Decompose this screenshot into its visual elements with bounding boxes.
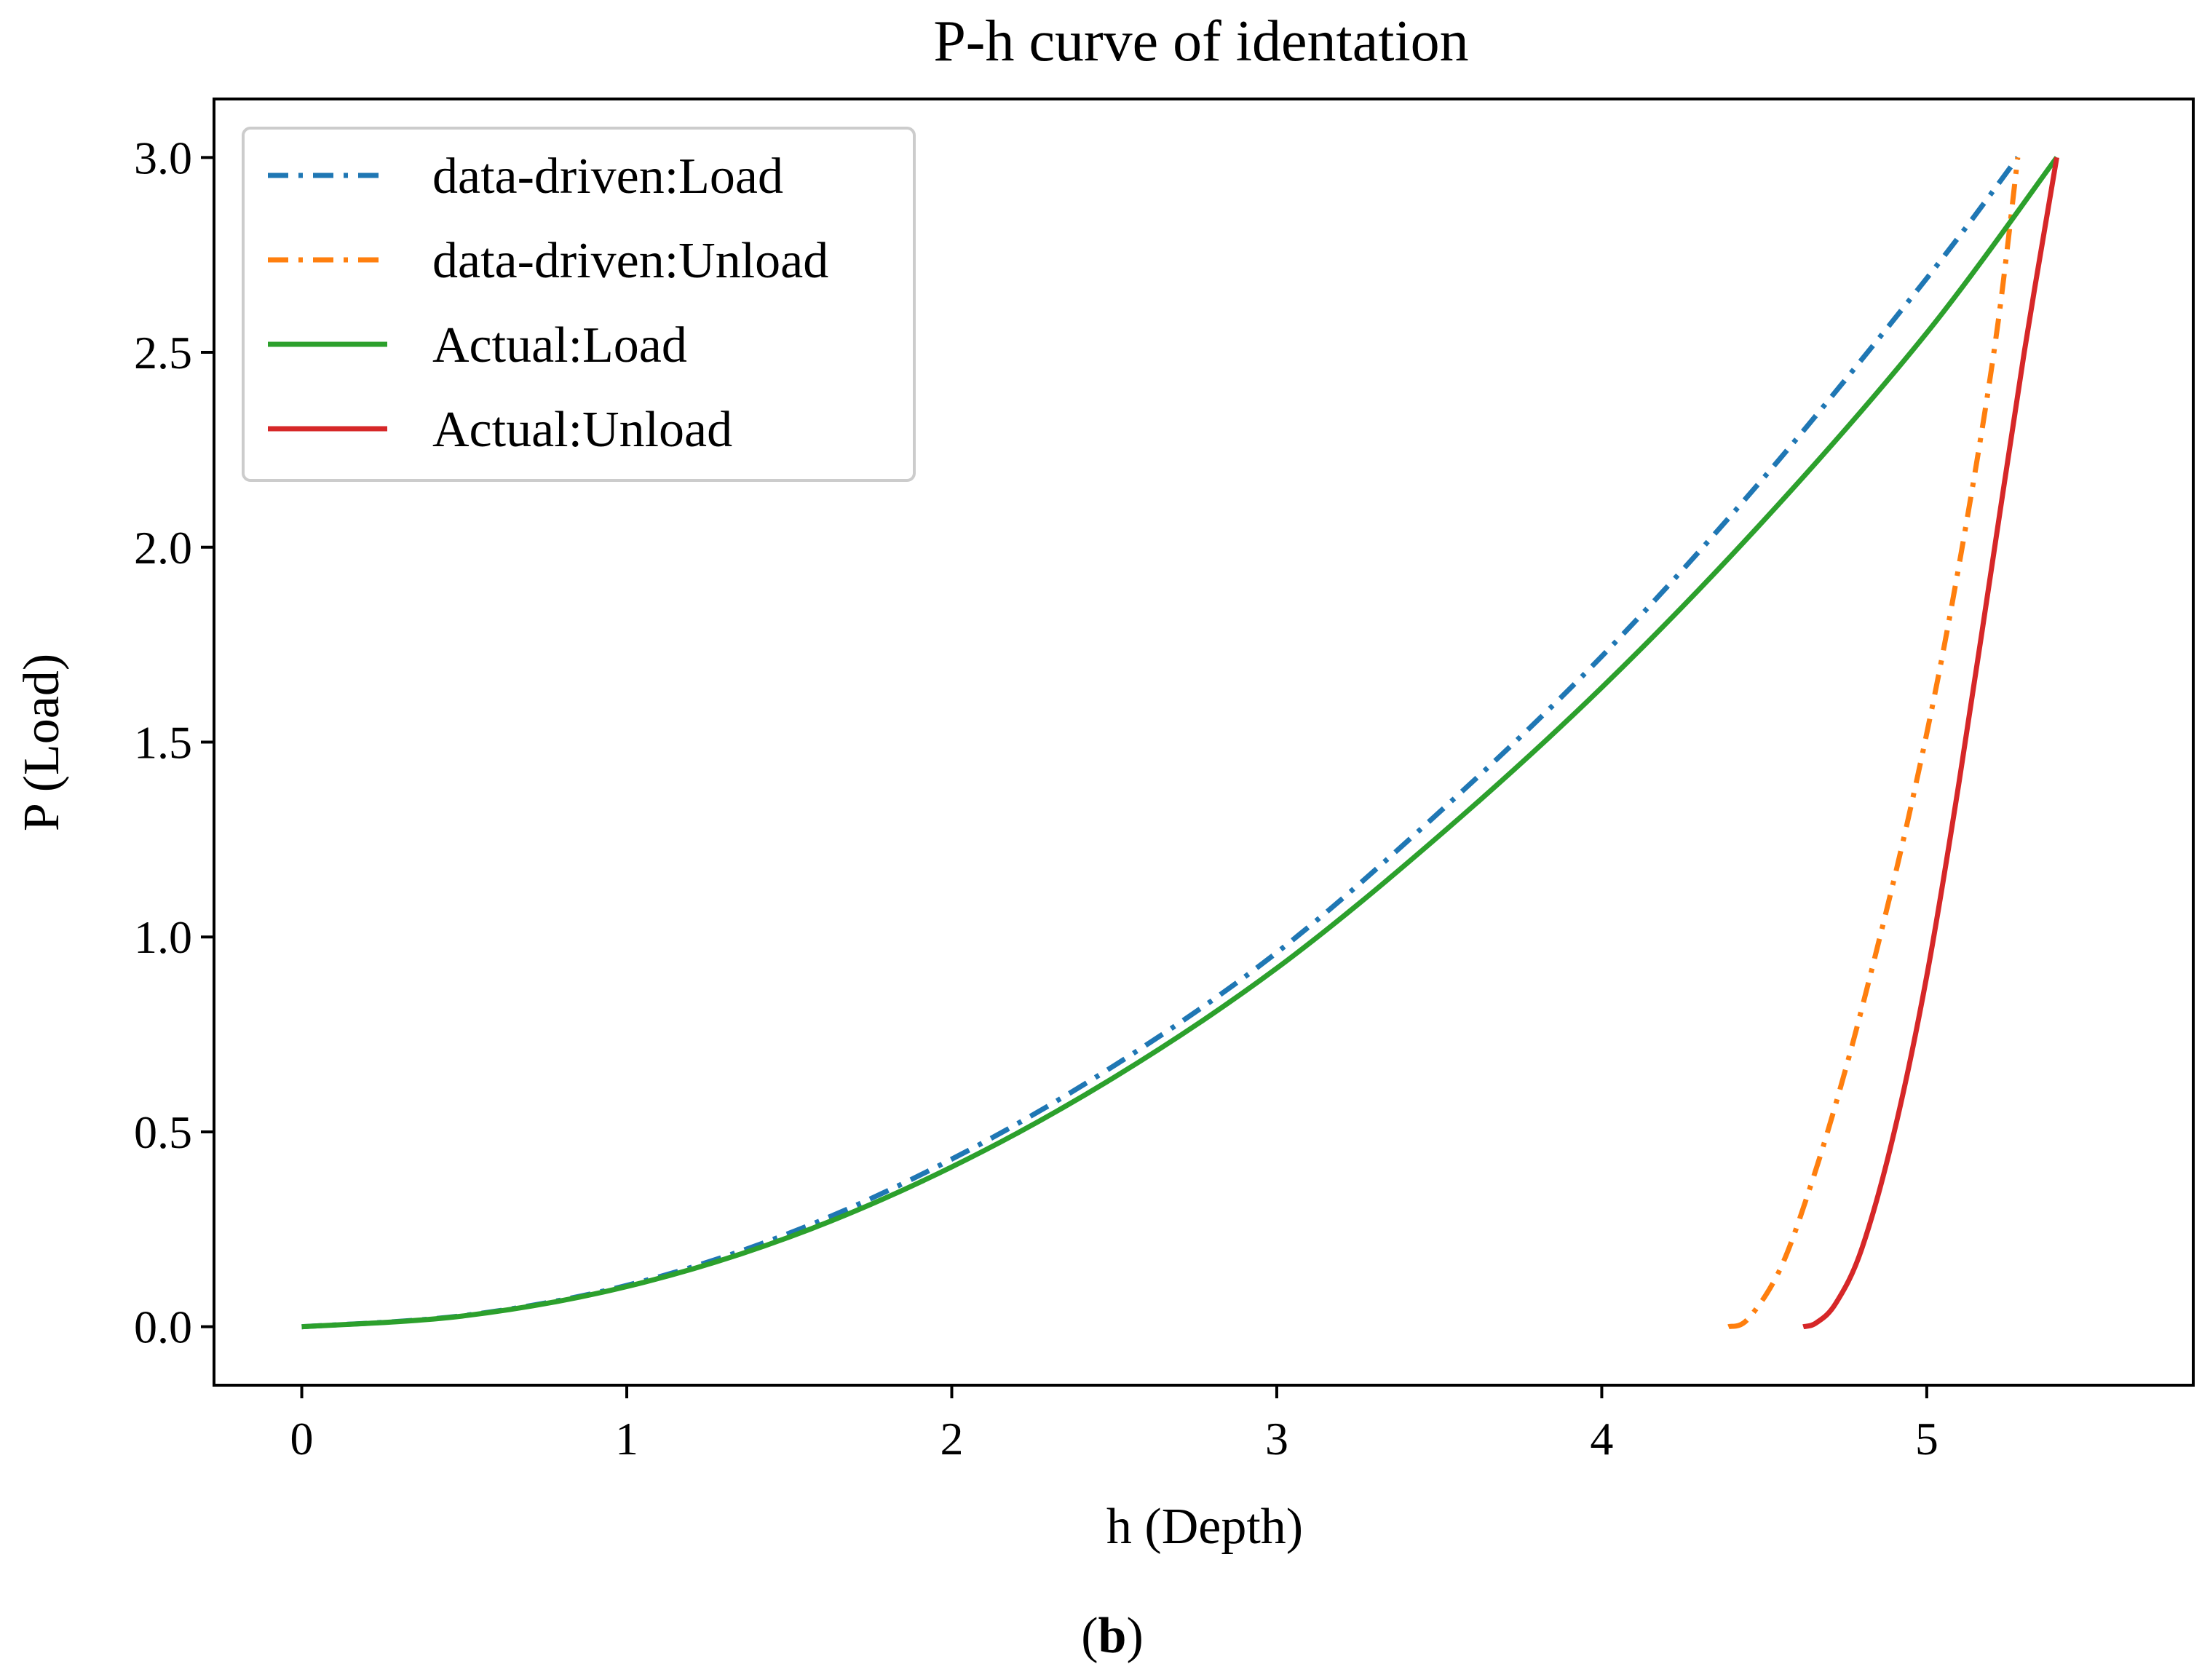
y-tick-label: 0.0 xyxy=(134,1301,192,1353)
legend-frame xyxy=(242,127,916,482)
legend-label: Actual:Load xyxy=(432,317,687,373)
x-tick-label: 4 xyxy=(1590,1413,1613,1465)
x-tick-label: 5 xyxy=(1915,1413,1938,1465)
plot-frame xyxy=(213,98,2195,1387)
x-tick-label: 3 xyxy=(1265,1413,1288,1465)
series-line-2 xyxy=(1727,156,2021,1330)
y-tick-label: 3.0 xyxy=(134,132,192,183)
y-tick-label: 1.0 xyxy=(134,911,192,963)
legend-label: Actual:Unload xyxy=(432,402,732,458)
panel-label-close: ) xyxy=(1126,1608,1143,1664)
panel-label-open: ( xyxy=(1081,1608,1098,1664)
series-line-3 xyxy=(301,156,2059,1330)
legend-label: data-driven:Unload xyxy=(432,233,828,289)
y-axis: 0.0 0.5 1.0 1.5 2.0 2.5 3.0 xyxy=(134,132,214,1353)
x-tick-label: 1 xyxy=(615,1413,638,1465)
x-tick-label: 2 xyxy=(940,1413,963,1465)
series-line-4 xyxy=(1802,156,2059,1330)
panel-label-letter: b xyxy=(1098,1608,1127,1664)
legend: data-driven:Load data-driven:Unload Actual… xyxy=(242,127,916,482)
x-axis: 0 1 2 3 4 5 xyxy=(290,1385,1938,1465)
plot-series xyxy=(301,156,2059,1330)
legend-label: data-driven:Load xyxy=(432,148,783,205)
chart-title: P-h curve of identation xyxy=(933,9,1468,74)
x-tick-label: 0 xyxy=(290,1413,314,1465)
panel-label: (b) xyxy=(1081,1608,1144,1664)
y-tick-label: 0.5 xyxy=(134,1106,192,1158)
y-axis-label: P (Load) xyxy=(14,654,70,831)
x-axis-label: h (Depth) xyxy=(1106,1499,1303,1555)
y-tick-label: 2.0 xyxy=(134,522,192,574)
y-tick-label: 2.5 xyxy=(134,327,192,379)
y-tick-label: 1.5 xyxy=(134,717,192,769)
